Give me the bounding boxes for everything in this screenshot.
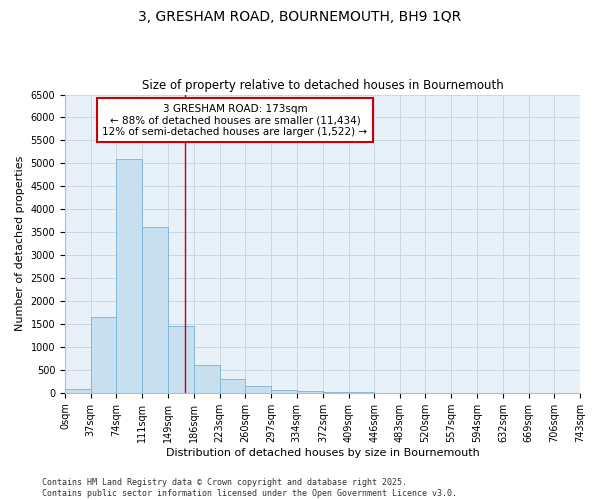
Bar [245,386,271,392]
Title: Size of property relative to detached houses in Bournemouth: Size of property relative to detached ho… [142,79,503,92]
Bar [65,390,91,392]
Y-axis label: Number of detached properties: Number of detached properties [15,156,25,332]
Bar [271,390,296,392]
Bar [91,317,116,392]
Bar [220,378,245,392]
Bar [168,326,194,392]
Text: 3 GRESHAM ROAD: 173sqm
← 88% of detached houses are smaller (11,434)
12% of semi: 3 GRESHAM ROAD: 173sqm ← 88% of detached… [103,104,368,136]
Bar [194,364,220,392]
X-axis label: Distribution of detached houses by size in Bournemouth: Distribution of detached houses by size … [166,448,479,458]
Bar [142,226,168,392]
Text: Contains HM Land Registry data © Crown copyright and database right 2025.
Contai: Contains HM Land Registry data © Crown c… [42,478,457,498]
Text: 3, GRESHAM ROAD, BOURNEMOUTH, BH9 1QR: 3, GRESHAM ROAD, BOURNEMOUTH, BH9 1QR [139,10,461,24]
Bar [116,159,142,392]
